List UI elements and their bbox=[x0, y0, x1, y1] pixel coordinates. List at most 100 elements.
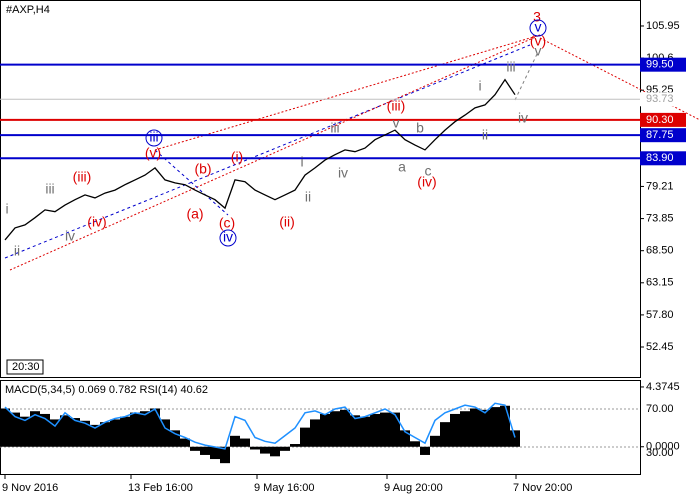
wave-label: b bbox=[416, 120, 424, 136]
level-label: 99.50 bbox=[646, 59, 674, 71]
macd-bar bbox=[500, 405, 510, 447]
wave-label: (a) bbox=[186, 206, 203, 222]
wave-label: (iii) bbox=[387, 98, 406, 114]
macd-bar bbox=[130, 412, 140, 447]
main-frame bbox=[0, 0, 641, 378]
wave-label: iii bbox=[506, 59, 515, 75]
chart-title: #AXP,H4 bbox=[6, 4, 50, 16]
level-box bbox=[640, 92, 686, 107]
macd-bar bbox=[50, 419, 60, 447]
macd-bar bbox=[400, 430, 410, 447]
wave-label: 3 bbox=[533, 9, 541, 25]
macd-bar bbox=[510, 430, 520, 447]
wave-label: ii bbox=[14, 243, 20, 259]
wave-label: v bbox=[393, 115, 400, 131]
macd-bar bbox=[380, 412, 390, 447]
macd-bar bbox=[150, 408, 160, 447]
y-tick-label: 63.15 bbox=[646, 277, 674, 289]
macd-bar bbox=[210, 446, 220, 460]
level-label: 93.73 bbox=[646, 93, 674, 105]
macd-bar bbox=[390, 412, 400, 447]
y-tick-label: 79.21 bbox=[646, 180, 674, 192]
wave-label: ii bbox=[482, 127, 488, 143]
wave-label: a bbox=[398, 159, 406, 175]
macd-bar bbox=[370, 413, 380, 447]
macd-bar bbox=[340, 409, 350, 447]
macd-bar bbox=[240, 438, 250, 447]
macd-bar bbox=[40, 413, 50, 447]
macd-bar bbox=[360, 416, 370, 447]
macd-bar bbox=[290, 444, 300, 447]
wave-label: ii bbox=[305, 189, 311, 205]
x-tick-label: 9 Nov 2016 bbox=[2, 482, 58, 494]
wave-label: (c) bbox=[219, 215, 235, 231]
macd-tick-label: 4.3745 bbox=[646, 381, 680, 393]
rsi-tick-label: 70.00 bbox=[646, 403, 674, 415]
wave-label: (b) bbox=[194, 161, 211, 177]
wave-label: i bbox=[300, 154, 303, 170]
wave-label: i bbox=[478, 78, 481, 94]
y-tick-label: 73.85 bbox=[646, 212, 674, 224]
macd-bar bbox=[430, 435, 440, 447]
macd-bar bbox=[460, 411, 470, 447]
macd-bar bbox=[30, 411, 40, 447]
channel-line bbox=[9, 34, 541, 271]
wave-circle bbox=[219, 229, 237, 247]
wave-label: iv bbox=[65, 228, 75, 244]
macd-bar bbox=[490, 407, 500, 447]
macd-bar bbox=[90, 424, 100, 447]
wave-label: iii bbox=[45, 181, 54, 197]
forecast-line bbox=[514, 51, 539, 101]
forecast-line bbox=[539, 37, 700, 121]
y-tick-label: 52.45 bbox=[646, 341, 674, 353]
macd-bar bbox=[420, 446, 430, 455]
time-box bbox=[6, 359, 44, 375]
y-tick-label: 68.50 bbox=[646, 245, 674, 257]
macd-bar bbox=[110, 419, 120, 447]
level-label: 83.90 bbox=[646, 152, 674, 164]
wave-label: (iv) bbox=[87, 214, 106, 230]
wave-circle bbox=[529, 19, 547, 37]
x-tick-label: 9 May 16:00 bbox=[254, 482, 315, 494]
rsi-line bbox=[4, 402, 516, 450]
macd-bar bbox=[410, 441, 420, 447]
macd-bar bbox=[270, 446, 280, 457]
wave-label: (v) bbox=[530, 33, 546, 49]
x-tick-label: 13 Feb 16:00 bbox=[128, 482, 193, 494]
macd-bar bbox=[450, 413, 460, 447]
wave-label: v bbox=[535, 19, 542, 35]
y-tick-label: 57.80 bbox=[646, 309, 674, 321]
macd-bar bbox=[310, 419, 320, 447]
wave-label: c bbox=[425, 163, 432, 179]
wave-label: (i) bbox=[231, 149, 243, 165]
wave-label: (iii) bbox=[73, 169, 92, 185]
macd-bar bbox=[320, 413, 330, 447]
macd-bar bbox=[470, 408, 480, 447]
wave-label: (ii) bbox=[279, 214, 295, 230]
level-box bbox=[640, 112, 686, 127]
macd-bar bbox=[250, 446, 260, 450]
level-box bbox=[640, 151, 686, 166]
price-line bbox=[4, 78, 516, 241]
macd-bar bbox=[350, 415, 360, 447]
macd-bar bbox=[120, 416, 130, 447]
level-label: 87.75 bbox=[646, 129, 674, 141]
macd-bar bbox=[10, 412, 20, 447]
macd-bar bbox=[80, 420, 90, 447]
wave-label: iv bbox=[223, 229, 233, 245]
wave-label: iii bbox=[149, 129, 158, 145]
macd-bar bbox=[280, 446, 290, 451]
x-tick-label: 7 Nov 20:00 bbox=[513, 482, 572, 494]
macd-tick-label: 0.0000 bbox=[646, 441, 680, 453]
channel-line bbox=[4, 44, 531, 259]
macd-bar bbox=[220, 446, 230, 464]
macd-bar bbox=[440, 422, 450, 447]
level-box bbox=[640, 128, 686, 143]
level-label: 90.30 bbox=[646, 114, 674, 126]
macd-bar bbox=[200, 446, 210, 455]
macd-bar bbox=[100, 422, 110, 447]
macd-bar bbox=[160, 419, 170, 447]
macd-bar bbox=[170, 430, 180, 447]
y-tick-label: 105.95 bbox=[646, 20, 680, 32]
wave-circle bbox=[145, 129, 163, 147]
